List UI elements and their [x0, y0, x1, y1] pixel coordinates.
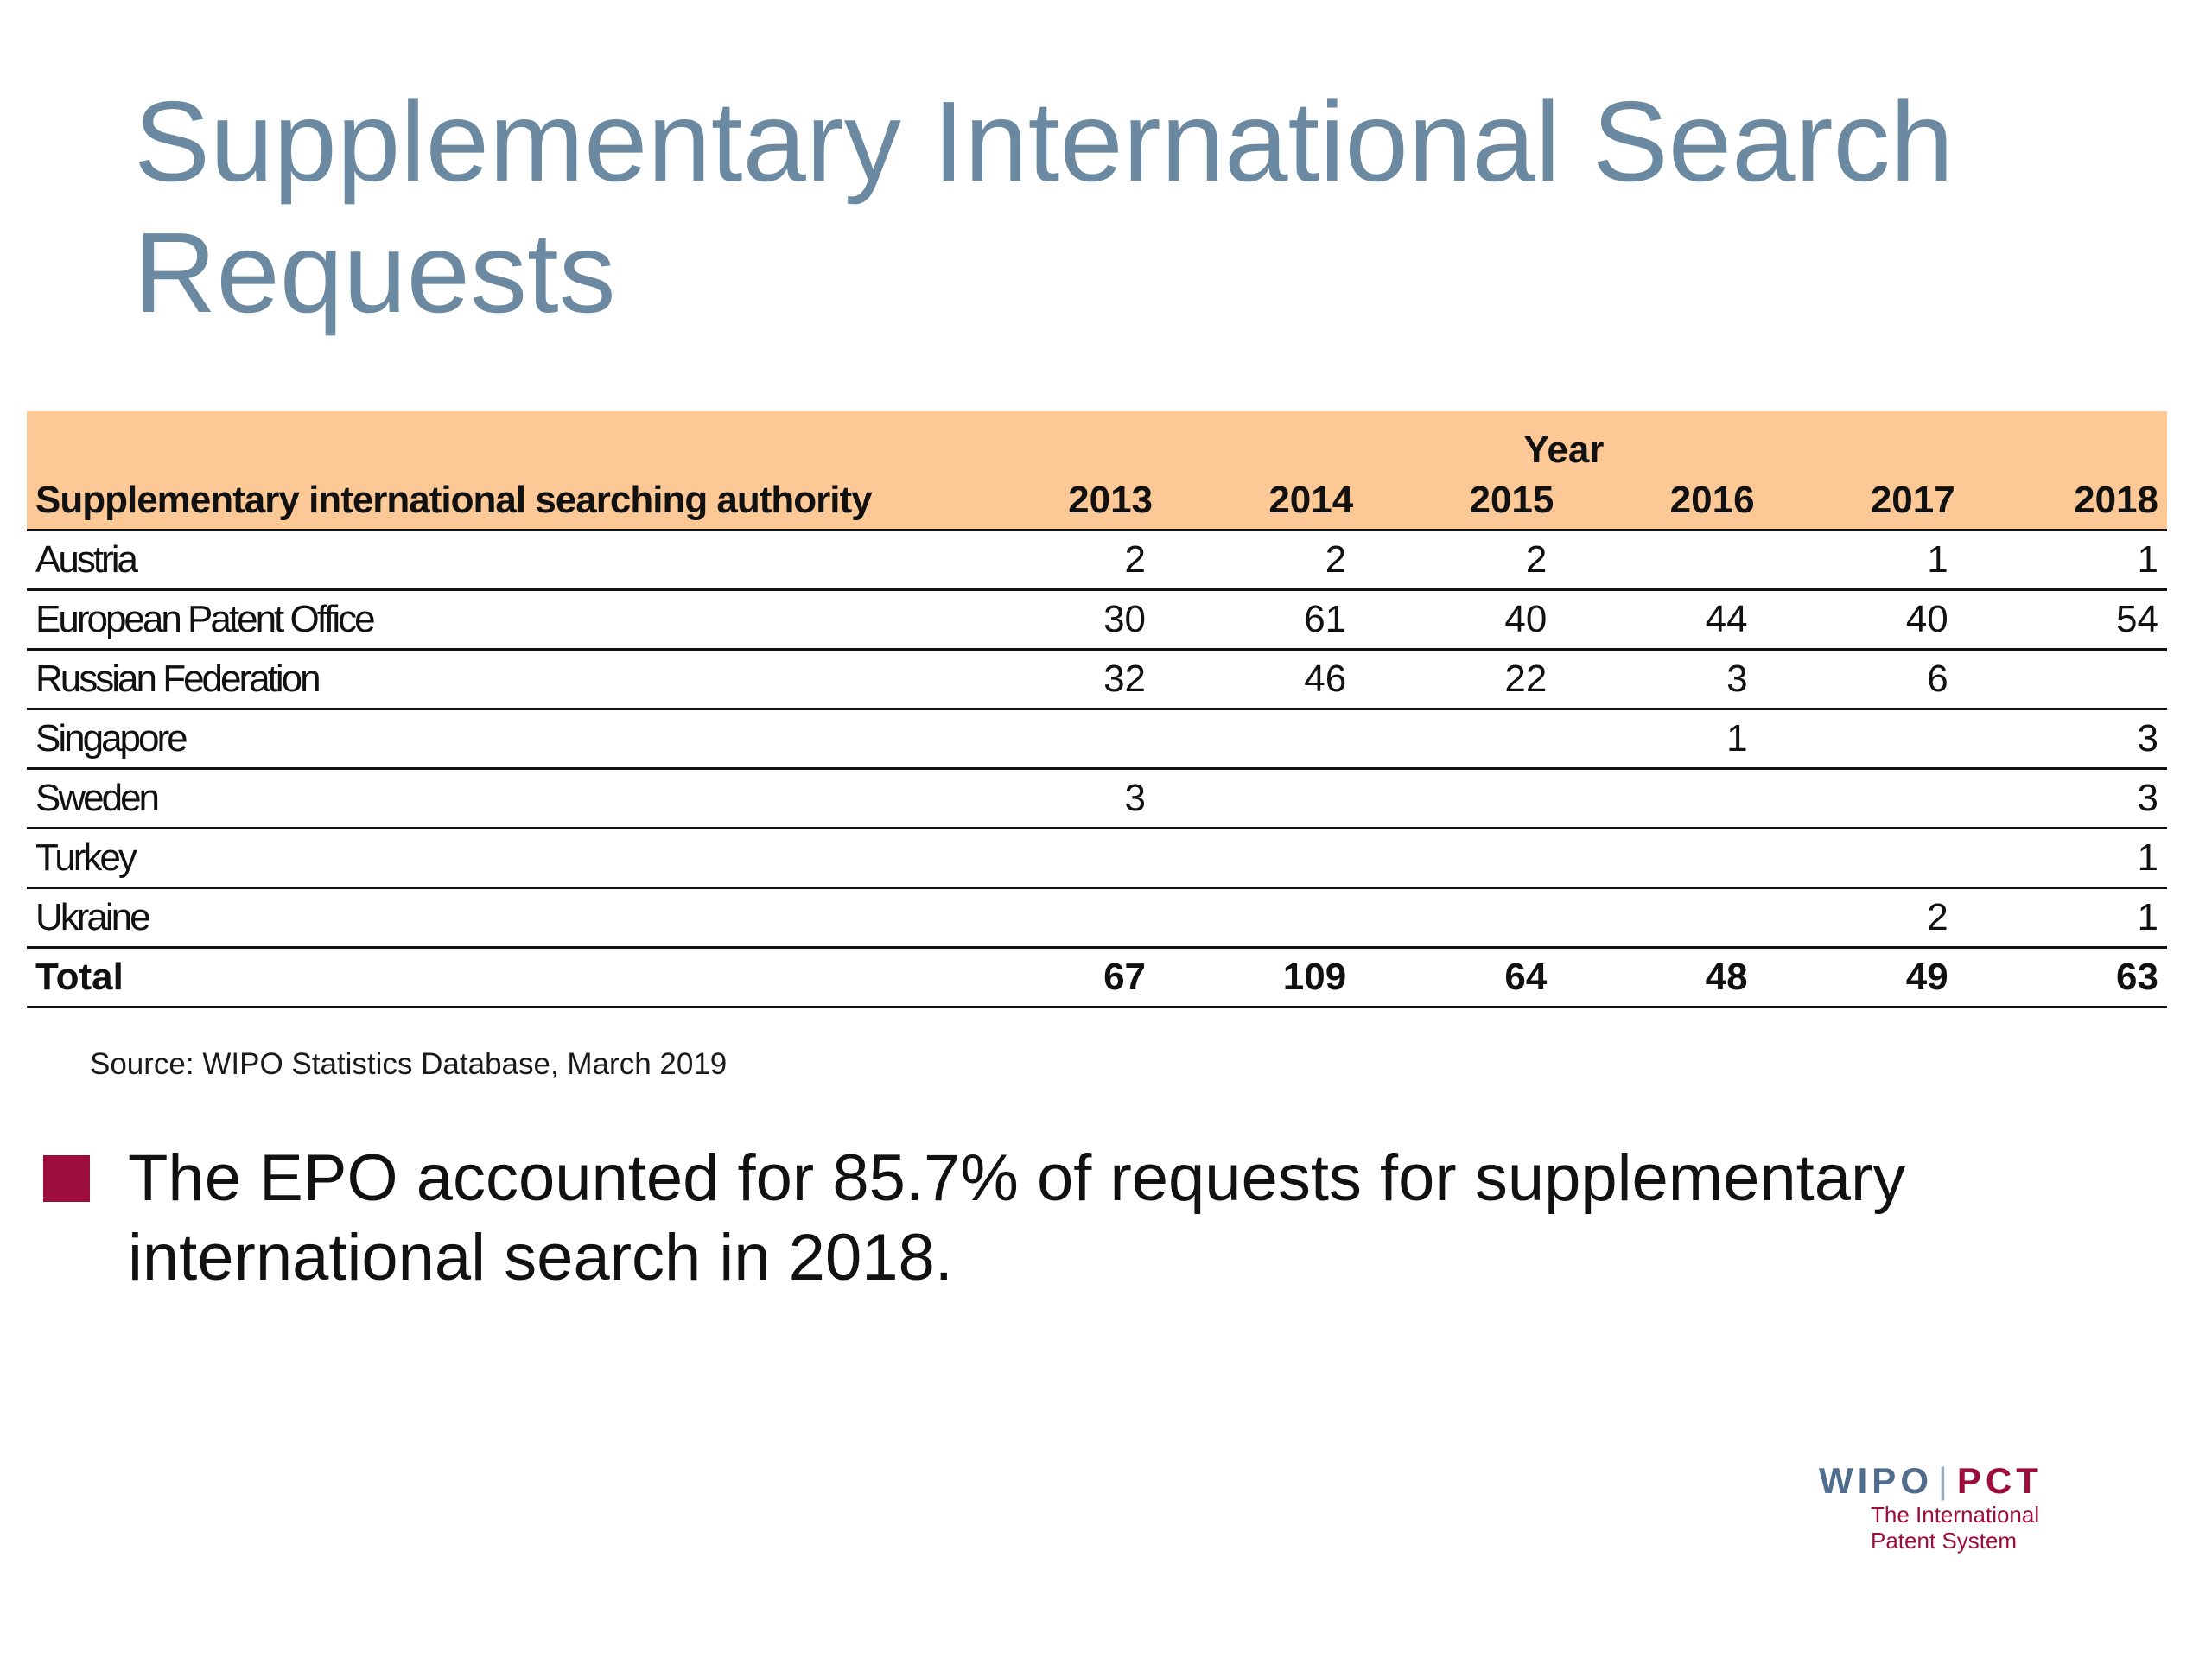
authority-name: Turkey: [27, 828, 961, 889]
request-count: 40: [1763, 589, 1964, 651]
total-value: 63: [1963, 947, 2167, 1008]
total-value: 64: [1362, 947, 1563, 1008]
request-count: [960, 887, 1162, 949]
year-column-header: 2015: [1362, 472, 1563, 531]
request-count: 3: [1963, 768, 2167, 830]
total-value: 109: [1161, 947, 1363, 1008]
logo-wipo: WIPO: [1819, 1460, 1933, 1501]
logo-pct: PCT: [1956, 1460, 2043, 1501]
request-count: [1161, 709, 1363, 770]
request-count: 1: [1763, 530, 1964, 591]
request-count: 44: [1562, 589, 1764, 651]
logo-tagline-line: The International: [1871, 1502, 2040, 1528]
request-count: [1161, 768, 1363, 830]
table-body: Austria 2 2 2 1 1 European Patent Office 30 61 40…: [27, 530, 2167, 1008]
request-count: 1: [1963, 530, 2167, 591]
table-row: European Patent Office 30 61 40 44 40 54: [27, 589, 2167, 651]
wipo-pct-logo: WIPO | PCT The International Patent System: [1819, 1460, 2104, 1554]
table-row: Austria 2 2 2 1 1: [27, 530, 2167, 591]
request-count: 30: [960, 589, 1162, 651]
request-count: 6: [1763, 649, 1964, 710]
square-bullet-icon: [43, 1155, 90, 1202]
request-count: 61: [1161, 589, 1363, 651]
request-count: 2: [960, 530, 1162, 591]
table-row: Singapore 1 3: [27, 709, 2167, 770]
table-row: Sweden 3 3: [27, 768, 2167, 830]
request-count: [1161, 828, 1363, 889]
request-count: 3: [960, 768, 1162, 830]
logo-tagline: The International Patent System: [1871, 1502, 2104, 1554]
request-count: 3: [1562, 649, 1764, 710]
year-group-label: Year: [1523, 429, 1605, 471]
authority-name: Ukraine: [27, 887, 961, 949]
request-count: [1362, 709, 1563, 770]
request-count: [1763, 828, 1964, 889]
request-count: 3: [1963, 709, 2167, 770]
request-count: 32: [960, 649, 1162, 710]
request-count: [1562, 828, 1764, 889]
year-column-header: 2018: [1963, 472, 2167, 531]
authority-name: Russian Federation: [27, 649, 961, 710]
bullet-text: The EPO accounted for 85.7% of requests …: [128, 1139, 2072, 1298]
request-count: [1362, 768, 1563, 830]
table-total-row: Total 67 109 64 48 49 63: [27, 947, 2167, 1008]
authority-column-header: Supplementary international searching au…: [27, 472, 961, 531]
request-count: 54: [1963, 589, 2167, 651]
logo-separator: |: [1938, 1460, 1952, 1501]
total-label: Total: [27, 947, 961, 1008]
request-count: 22: [1362, 649, 1563, 710]
year-column-header: 2017: [1763, 472, 1964, 531]
request-count: [1362, 887, 1563, 949]
request-count: 1: [1963, 828, 2167, 889]
request-count: 46: [1161, 649, 1363, 710]
total-value: 48: [1562, 947, 1764, 1008]
slide-title-line: Supplementary International Search: [134, 78, 1954, 205]
request-count: [960, 828, 1162, 889]
bullet-text-line: The EPO accounted for 85.7% of requests …: [128, 1141, 1906, 1215]
header-spacer: [27, 411, 961, 472]
year-column-header: 2013: [960, 472, 1162, 531]
logo-tagline-line: Patent System: [1871, 1528, 2018, 1554]
logo-wordmark: WIPO | PCT: [1819, 1460, 2104, 1502]
bullet-text-line: international search in 2018.: [128, 1221, 953, 1294]
request-count: [1362, 828, 1563, 889]
request-count: [1562, 768, 1764, 830]
requests-table: Year Supplementary international searchi…: [27, 411, 2167, 1008]
table-row: Ukraine 2 1: [27, 887, 2167, 949]
slide-title-line: Requests: [134, 209, 616, 336]
request-count: 2: [1763, 887, 1964, 949]
table-row: Russian Federation 32 46 22 3 6: [27, 649, 2167, 710]
request-count: [960, 709, 1162, 770]
request-count: 40: [1362, 589, 1563, 651]
year-column-header: 2014: [1161, 472, 1363, 531]
request-count: 2: [1362, 530, 1563, 591]
authority-name: Austria: [27, 530, 961, 591]
slide-title: Supplementary International Search Reque…: [134, 76, 2121, 339]
request-count: 1: [1963, 887, 2167, 949]
table-header: Year Supplementary international searchi…: [27, 411, 2167, 531]
authority-name: Singapore: [27, 709, 961, 770]
request-count: [1562, 887, 1764, 949]
header-row-columns: Supplementary international searching au…: [27, 472, 2167, 531]
year-column-header: 2016: [1562, 472, 1764, 531]
request-count: 1: [1562, 709, 1764, 770]
authority-name: Sweden: [27, 768, 961, 830]
request-count: [1161, 887, 1363, 949]
request-count: [1562, 530, 1764, 591]
request-count: [1963, 649, 2167, 710]
header-row-year-group: Year: [27, 411, 2167, 472]
request-count: [1763, 768, 1964, 830]
request-count: 2: [1161, 530, 1363, 591]
request-count: [1763, 709, 1964, 770]
total-value: 49: [1763, 947, 1964, 1008]
authority-name: European Patent Office: [27, 589, 961, 651]
source-note: Source: WIPO Statistics Database, March …: [90, 1047, 728, 1081]
table-row: Turkey 1: [27, 828, 2167, 889]
total-value: 67: [960, 947, 1162, 1008]
